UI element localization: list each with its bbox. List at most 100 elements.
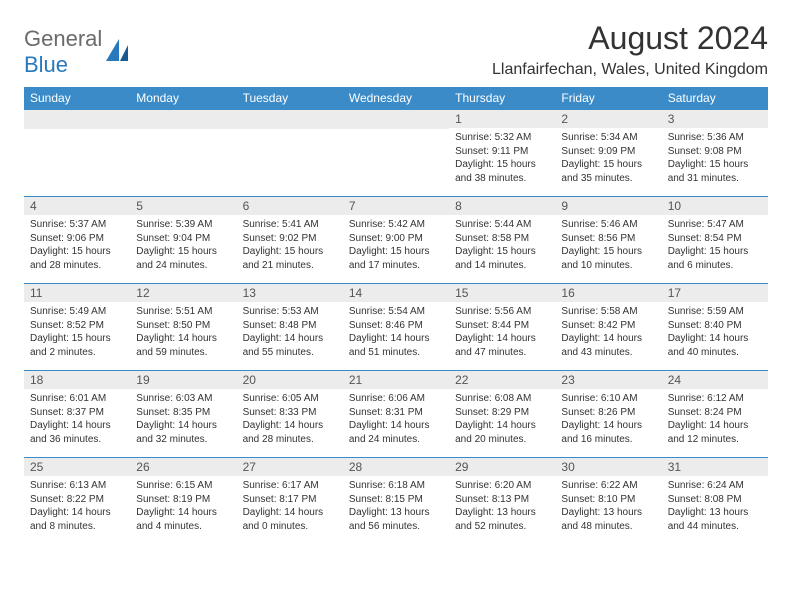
day-number: 9 — [555, 197, 661, 215]
day-number: 8 — [449, 197, 555, 215]
calendar-day-cell: 29Sunrise: 6:20 AMSunset: 8:13 PMDayligh… — [449, 458, 555, 545]
day-data: Sunrise: 6:18 AMSunset: 8:15 PMDaylight:… — [343, 476, 449, 537]
day-data: Sunrise: 5:36 AMSunset: 9:08 PMDaylight:… — [662, 128, 768, 189]
day-data: Sunrise: 5:42 AMSunset: 9:00 PMDaylight:… — [343, 215, 449, 276]
calendar-day-cell: 3Sunrise: 5:36 AMSunset: 9:08 PMDaylight… — [662, 110, 768, 197]
logo-text-general: General — [24, 26, 102, 51]
calendar-day-cell: 20Sunrise: 6:05 AMSunset: 8:33 PMDayligh… — [237, 371, 343, 458]
day-data: Sunrise: 6:17 AMSunset: 8:17 PMDaylight:… — [237, 476, 343, 537]
day-number: 6 — [237, 197, 343, 215]
day-data: Sunrise: 6:13 AMSunset: 8:22 PMDaylight:… — [24, 476, 130, 537]
calendar-week-row: 1Sunrise: 5:32 AMSunset: 9:11 PMDaylight… — [24, 110, 768, 197]
day-data: Sunrise: 5:46 AMSunset: 8:56 PMDaylight:… — [555, 215, 661, 276]
day-number: 7 — [343, 197, 449, 215]
calendar-empty-cell — [343, 110, 449, 197]
day-data: Sunrise: 6:20 AMSunset: 8:13 PMDaylight:… — [449, 476, 555, 537]
calendar-week-row: 18Sunrise: 6:01 AMSunset: 8:37 PMDayligh… — [24, 371, 768, 458]
calendar-day-cell: 13Sunrise: 5:53 AMSunset: 8:48 PMDayligh… — [237, 284, 343, 371]
day-number: 4 — [24, 197, 130, 215]
day-data: Sunrise: 5:59 AMSunset: 8:40 PMDaylight:… — [662, 302, 768, 363]
day-number: 13 — [237, 284, 343, 302]
weekday-header: Wednesday — [343, 87, 449, 110]
day-number: 2 — [555, 110, 661, 128]
weekday-header: Monday — [130, 87, 236, 110]
calendar-empty-cell — [130, 110, 236, 197]
calendar-day-cell: 9Sunrise: 5:46 AMSunset: 8:56 PMDaylight… — [555, 197, 661, 284]
day-number-empty — [237, 110, 343, 129]
calendar-day-cell: 7Sunrise: 5:42 AMSunset: 9:00 PMDaylight… — [343, 197, 449, 284]
day-data: Sunrise: 6:12 AMSunset: 8:24 PMDaylight:… — [662, 389, 768, 450]
title-block: August 2024 Llanfairfechan, Wales, Unite… — [492, 20, 768, 79]
weekday-header: Tuesday — [237, 87, 343, 110]
day-number: 24 — [662, 371, 768, 389]
calendar-day-cell: 16Sunrise: 5:58 AMSunset: 8:42 PMDayligh… — [555, 284, 661, 371]
location: Llanfairfechan, Wales, United Kingdom — [492, 61, 768, 79]
calendar-day-cell: 15Sunrise: 5:56 AMSunset: 8:44 PMDayligh… — [449, 284, 555, 371]
calendar-week-row: 11Sunrise: 5:49 AMSunset: 8:52 PMDayligh… — [24, 284, 768, 371]
calendar-week-row: 25Sunrise: 6:13 AMSunset: 8:22 PMDayligh… — [24, 458, 768, 545]
calendar-day-cell: 12Sunrise: 5:51 AMSunset: 8:50 PMDayligh… — [130, 284, 236, 371]
day-number: 14 — [343, 284, 449, 302]
header: General Blue August 2024 Llanfairfechan,… — [24, 20, 768, 79]
day-data: Sunrise: 5:49 AMSunset: 8:52 PMDaylight:… — [24, 302, 130, 363]
calendar-day-cell: 19Sunrise: 6:03 AMSunset: 8:35 PMDayligh… — [130, 371, 236, 458]
weekday-header: Thursday — [449, 87, 555, 110]
day-data: Sunrise: 6:01 AMSunset: 8:37 PMDaylight:… — [24, 389, 130, 450]
day-number-empty — [24, 110, 130, 129]
calendar-day-cell: 27Sunrise: 6:17 AMSunset: 8:17 PMDayligh… — [237, 458, 343, 545]
logo-sail-icon — [106, 39, 132, 66]
weekday-header: Sunday — [24, 87, 130, 110]
day-data: Sunrise: 6:24 AMSunset: 8:08 PMDaylight:… — [662, 476, 768, 537]
day-data: Sunrise: 6:15 AMSunset: 8:19 PMDaylight:… — [130, 476, 236, 537]
calendar-week-row: 4Sunrise: 5:37 AMSunset: 9:06 PMDaylight… — [24, 197, 768, 284]
day-data: Sunrise: 5:32 AMSunset: 9:11 PMDaylight:… — [449, 128, 555, 189]
day-data: Sunrise: 5:44 AMSunset: 8:58 PMDaylight:… — [449, 215, 555, 276]
day-number-empty — [130, 110, 236, 129]
day-data: Sunrise: 5:51 AMSunset: 8:50 PMDaylight:… — [130, 302, 236, 363]
calendar-day-cell: 26Sunrise: 6:15 AMSunset: 8:19 PMDayligh… — [130, 458, 236, 545]
day-number: 26 — [130, 458, 236, 476]
month-title: August 2024 — [492, 20, 768, 57]
day-data: Sunrise: 5:53 AMSunset: 8:48 PMDaylight:… — [237, 302, 343, 363]
day-number: 31 — [662, 458, 768, 476]
calendar-day-cell: 30Sunrise: 6:22 AMSunset: 8:10 PMDayligh… — [555, 458, 661, 545]
calendar-day-cell: 8Sunrise: 5:44 AMSunset: 8:58 PMDaylight… — [449, 197, 555, 284]
day-number: 1 — [449, 110, 555, 128]
day-data: Sunrise: 6:08 AMSunset: 8:29 PMDaylight:… — [449, 389, 555, 450]
calendar-day-cell: 28Sunrise: 6:18 AMSunset: 8:15 PMDayligh… — [343, 458, 449, 545]
calendar-day-cell: 1Sunrise: 5:32 AMSunset: 9:11 PMDaylight… — [449, 110, 555, 197]
day-number: 20 — [237, 371, 343, 389]
calendar-table: SundayMondayTuesdayWednesdayThursdayFrid… — [24, 87, 768, 544]
day-data: Sunrise: 5:54 AMSunset: 8:46 PMDaylight:… — [343, 302, 449, 363]
day-number: 11 — [24, 284, 130, 302]
day-number: 27 — [237, 458, 343, 476]
day-data: Sunrise: 5:47 AMSunset: 8:54 PMDaylight:… — [662, 215, 768, 276]
logo-text: General Blue — [24, 26, 102, 78]
calendar-day-cell: 21Sunrise: 6:06 AMSunset: 8:31 PMDayligh… — [343, 371, 449, 458]
day-number: 12 — [130, 284, 236, 302]
day-number: 16 — [555, 284, 661, 302]
day-number: 22 — [449, 371, 555, 389]
day-number: 3 — [662, 110, 768, 128]
calendar-empty-cell — [24, 110, 130, 197]
logo: General Blue — [24, 26, 132, 78]
calendar-day-cell: 4Sunrise: 5:37 AMSunset: 9:06 PMDaylight… — [24, 197, 130, 284]
calendar-day-cell: 5Sunrise: 5:39 AMSunset: 9:04 PMDaylight… — [130, 197, 236, 284]
day-data: Sunrise: 6:05 AMSunset: 8:33 PMDaylight:… — [237, 389, 343, 450]
weekday-header: Saturday — [662, 87, 768, 110]
day-number: 17 — [662, 284, 768, 302]
calendar-header-row: SundayMondayTuesdayWednesdayThursdayFrid… — [24, 87, 768, 110]
weekday-header: Friday — [555, 87, 661, 110]
calendar-body: 1Sunrise: 5:32 AMSunset: 9:11 PMDaylight… — [24, 110, 768, 545]
day-data: Sunrise: 6:06 AMSunset: 8:31 PMDaylight:… — [343, 389, 449, 450]
day-data: Sunrise: 5:39 AMSunset: 9:04 PMDaylight:… — [130, 215, 236, 276]
calendar-day-cell: 10Sunrise: 5:47 AMSunset: 8:54 PMDayligh… — [662, 197, 768, 284]
day-data: Sunrise: 6:03 AMSunset: 8:35 PMDaylight:… — [130, 389, 236, 450]
day-number: 18 — [24, 371, 130, 389]
day-number: 21 — [343, 371, 449, 389]
calendar-day-cell: 14Sunrise: 5:54 AMSunset: 8:46 PMDayligh… — [343, 284, 449, 371]
calendar-day-cell: 6Sunrise: 5:41 AMSunset: 9:02 PMDaylight… — [237, 197, 343, 284]
day-number-empty — [343, 110, 449, 129]
day-data: Sunrise: 5:41 AMSunset: 9:02 PMDaylight:… — [237, 215, 343, 276]
day-number: 30 — [555, 458, 661, 476]
